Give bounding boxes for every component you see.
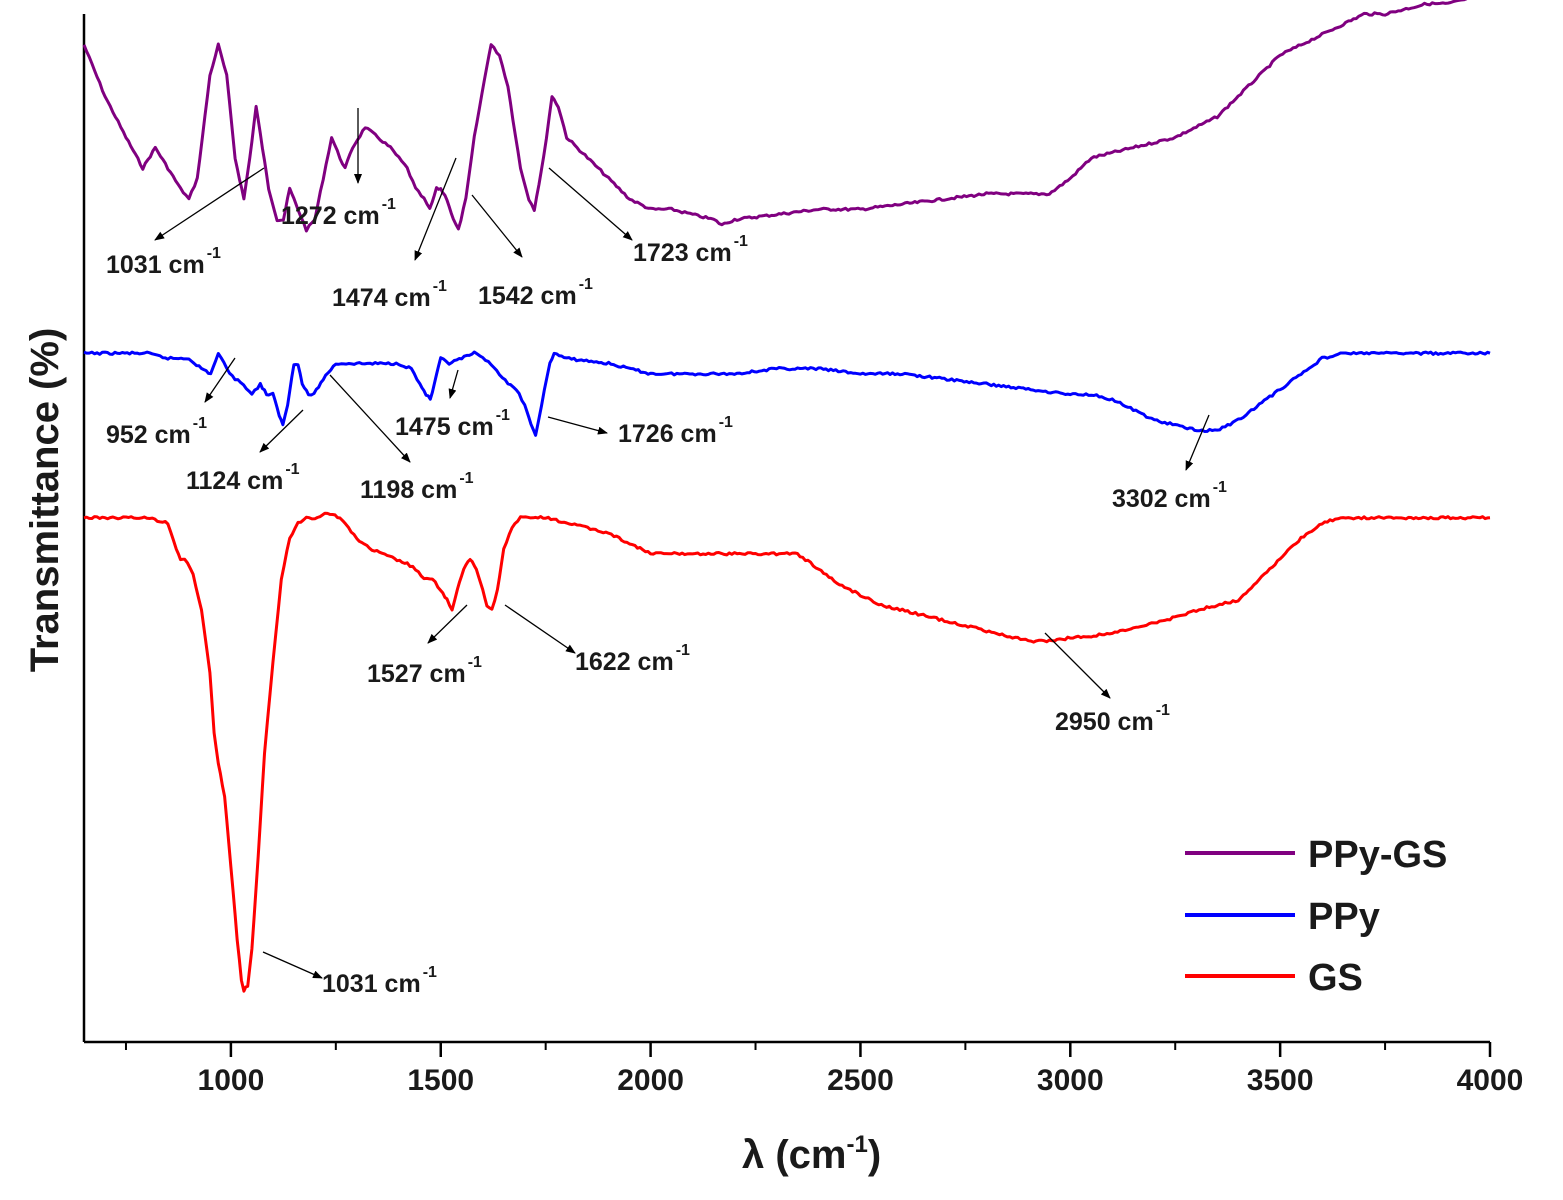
annotation-label: 1726 cm -1 [618,414,733,448]
legend-label-ppy: PPy [1308,896,1380,938]
arrow-ppy-952 [204,357,236,403]
annotation-label: 1272 cm -1 [281,196,396,230]
legend-label-gs: GS [1308,957,1363,999]
annotation-label: 1474 cm -1 [332,278,447,312]
arrow-ppygs-1723 [548,167,633,241]
x-major-ticks [229,1042,1492,1057]
arrow-ppy-3302 [1185,414,1210,471]
x-tick-label: 2500 [827,1064,894,1097]
series-layer [82,0,1491,993]
legend-label-ppy-gs: PPy-GS [1308,834,1447,876]
series-line-ppy [83,350,1491,437]
annotation-label: 952 cm -1 [106,415,207,449]
arrow-ppy-1726 [547,416,608,435]
x-tick-label: 4000 [1457,1064,1524,1097]
arrow-ppygs-1031 [154,167,265,241]
x-tick-label: 3500 [1247,1064,1314,1097]
arrow-gs-1031 [262,951,323,979]
series-line-ppy-gs [82,0,1468,233]
series-line-gs [83,511,1491,993]
x-minor-ticks [124,1042,1387,1050]
annotation-label: 1031 cm -1 [322,964,437,998]
annotation-label: 1031 cm -1 [106,245,221,279]
x-tick-label: 1500 [407,1064,474,1097]
x-axis-title: λ (cm-1) [742,1131,881,1177]
annotation-label: 1198 cm -1 [360,470,474,504]
y-axis-title: Transmittance (%) [23,328,67,673]
x-tick-label: 1000 [198,1064,265,1097]
annotation-label: 1124 cm -1 [186,461,300,495]
annotation-label: 1542 cm -1 [478,276,593,310]
x-tick-label: 3000 [1037,1064,1104,1097]
annotation-labels: 1031 cm -1 1272 cm -1 1474 cm -1 1542 cm -1 … [106,196,1227,998]
arrow-ppy-1475 [448,369,459,399]
arrow-ppy-1124 [259,409,304,453]
arrow-ppygs-1542 [471,194,523,258]
x-tick-labels: 1000 1500 2000 2500 3000 3500 4000 [198,1064,1524,1097]
annotation-arrows [154,108,1210,979]
arrow-ppygs-1474 [414,157,457,261]
legend: PPy-GS PPy GS [1185,834,1447,999]
annotation-label: 3302 cm -1 [1112,479,1227,513]
arrow-gs-1527 [427,604,468,644]
arrow-gs-1622 [504,604,576,654]
annotation-label: 1527 cm -1 [367,654,482,688]
annotation-label: 2950 cm -1 [1055,702,1170,736]
annotation-label: 1622 cm -1 [575,642,690,676]
annotation-label: 1475 cm -1 [395,407,510,441]
arrow-gs-2950 [1044,632,1111,699]
x-tick-label: 2000 [617,1064,684,1097]
arrow-ppy-1198 [329,374,411,463]
annotation-label: 1723 cm -1 [633,233,748,267]
